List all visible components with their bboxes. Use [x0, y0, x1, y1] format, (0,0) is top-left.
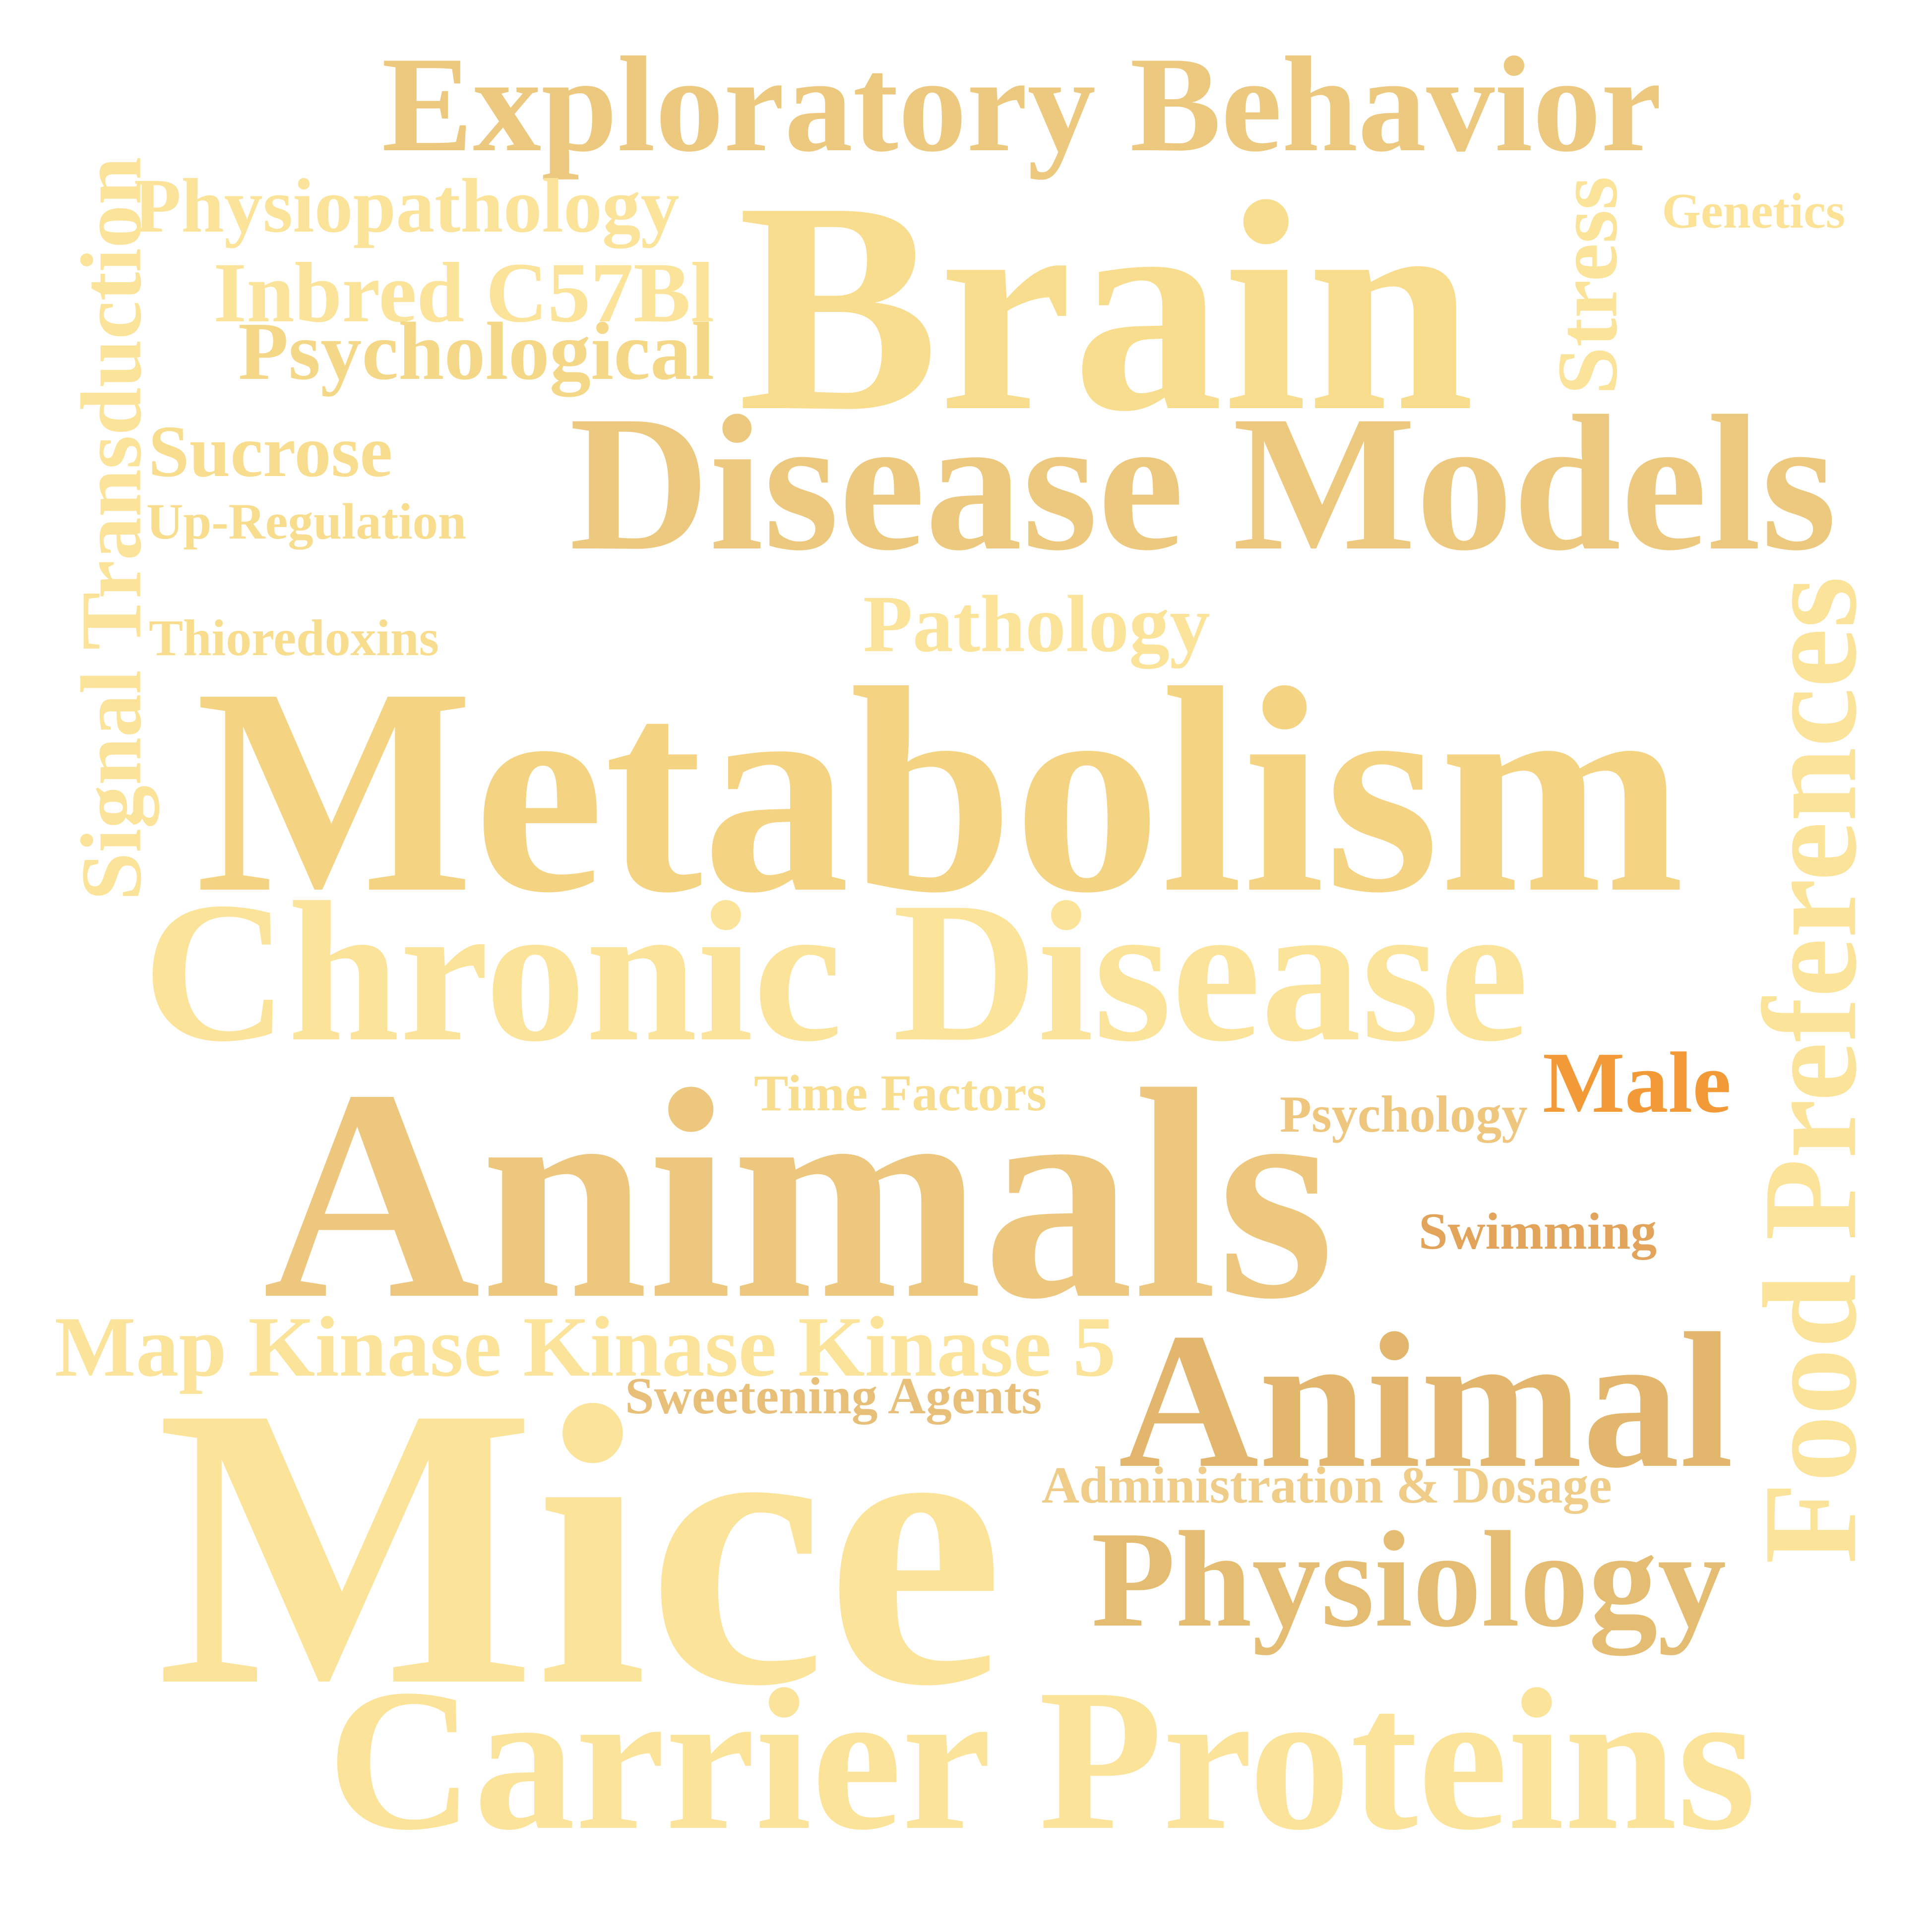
word-disease-models: Disease Models: [569, 375, 1837, 591]
word-psychology: Psychology: [1280, 1086, 1528, 1143]
word-sucrose: Sucrose: [148, 411, 393, 492]
word-psychological: Psychological: [238, 305, 715, 397]
word-physiology: Physiology: [1091, 1503, 1727, 1656]
word-stress: Stress: [1539, 176, 1635, 395]
word-carrier-proteins: Carrier Proteins: [327, 1648, 1756, 1872]
word-pathology: Pathology: [863, 579, 1210, 669]
word-food-preferences: Food Preferences: [1736, 576, 1884, 1564]
word-inbred-c57bl: Inbred C57Bl: [213, 245, 715, 340]
word-sweetening-agents: Sweetening Agents: [625, 1367, 1042, 1425]
word-physiopathology: Physiopathology: [134, 163, 680, 248]
word-animal: Animal: [1119, 1293, 1734, 1508]
word-genetics: Genetics: [1662, 182, 1845, 239]
word-mice: Mice: [156, 1324, 1004, 1769]
word-time-factors: Time Factors: [754, 1065, 1047, 1122]
word-up-regulation: Up-Regulation: [146, 493, 466, 550]
word-brain: Brain: [738, 140, 1475, 474]
word-male: Male: [1543, 1034, 1731, 1131]
word-thioredoxins: Thioredoxins: [149, 610, 439, 666]
word-administration-dosage: Administration & Dosage: [1042, 1456, 1612, 1514]
word-chronic-disease: Chronic Disease: [143, 860, 1529, 1083]
word-map-kinase-kinase-kinase-5: Map Kinase Kinase Kinase 5: [55, 1298, 1116, 1394]
word-signal-transduction: Signal Transduction: [63, 156, 159, 901]
word-metabolism: Metabolism: [195, 627, 1685, 954]
word-animals: Animals: [263, 1027, 1335, 1361]
word-swimming: Swimming: [1419, 1202, 1657, 1260]
word-exploratory-behavior: Exploratory Behavior: [381, 28, 1662, 180]
